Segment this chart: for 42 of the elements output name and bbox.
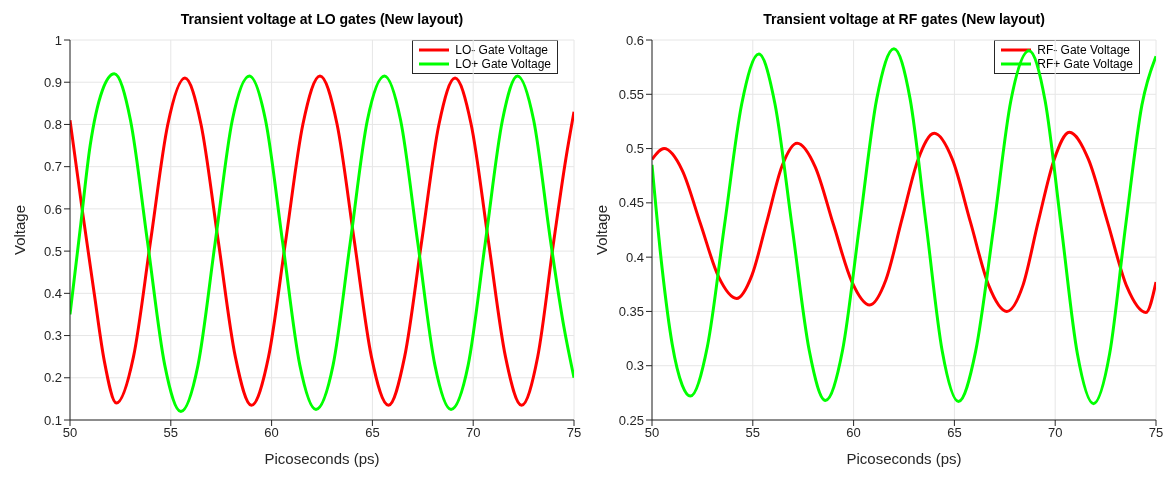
legend-label: RF+ Gate Voltage	[1037, 57, 1133, 71]
x-tick-label: 60	[846, 425, 861, 441]
x-tick-label: 60	[264, 425, 279, 441]
y-tick-label: 0.4	[625, 249, 644, 265]
y-tick-label: 0.3	[625, 358, 644, 374]
line-series	[652, 47, 1156, 406]
y-axis-title: Voltage	[593, 204, 611, 256]
legend-label: LO- Gate Voltage	[455, 43, 548, 57]
x-tick-label: 55	[163, 425, 179, 441]
y-tick-label: 0.3	[43, 328, 62, 344]
y-tick-label: 0.8	[43, 117, 62, 133]
y-axis-title: Voltage	[11, 204, 29, 256]
x-tick-label: 65	[365, 425, 380, 441]
y-tick-label: 0.7	[43, 159, 62, 175]
x-tick-label: 50	[62, 425, 78, 441]
chart-title: Transient voltage at LO gates (New layout)	[179, 10, 465, 29]
y-tick-label: 0.55	[618, 86, 644, 102]
y-tick-label: 1	[54, 32, 62, 48]
x-axis-title: Picoseconds (ps)	[264, 450, 380, 467]
y-tick-label: 0.6	[43, 201, 62, 217]
x-tick-label: 55	[745, 425, 761, 441]
y-tick-label: 0.4	[43, 285, 62, 301]
y-tick-label: 0.1	[43, 412, 62, 428]
y-tick-label: 0.35	[618, 304, 644, 320]
legend-label: RF- Gate Voltage	[1037, 43, 1130, 57]
x-tick-label: 65	[947, 425, 962, 441]
x-tick-label: 70	[1047, 425, 1063, 441]
x-tick-label: 75	[1148, 425, 1164, 441]
y-tick-label: 0.2	[43, 370, 62, 386]
y-tick-label: 0.25	[618, 412, 644, 428]
x-tick-label: 70	[465, 425, 481, 441]
y-tick-label: 0.45	[618, 195, 644, 211]
x-tick-label: 50	[644, 425, 660, 441]
x-tick-label: 75	[566, 425, 582, 441]
x-axis-title: Picoseconds (ps)	[846, 450, 962, 467]
y-tick-label: 0.5	[43, 243, 62, 259]
y-tick-label: 0.5	[625, 141, 644, 157]
legend-label: LO+ Gate Voltage	[455, 57, 551, 71]
line-series	[652, 130, 1156, 315]
y-tick-label: 0.9	[43, 74, 62, 90]
chart-title: Transient voltage at RF gates (New layout)	[762, 10, 1046, 29]
y-tick-label: 0.6	[625, 32, 644, 48]
